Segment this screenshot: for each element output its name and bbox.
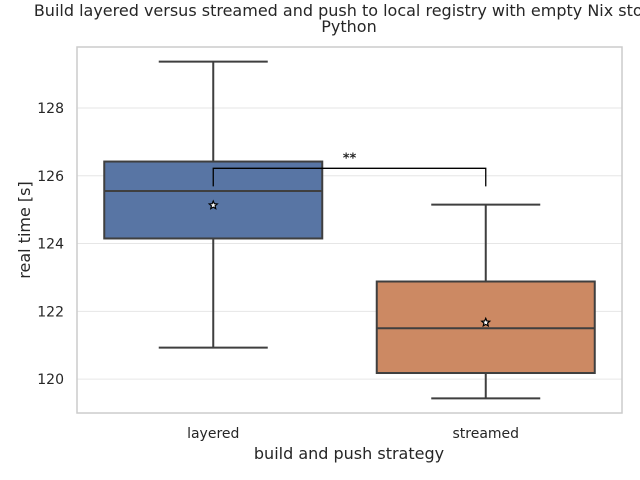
significance-label: ** (343, 151, 357, 166)
chart-subtitle: Python (321, 17, 376, 36)
boxes (103, 60, 596, 400)
x-tick-label: streamed (452, 426, 519, 442)
box-iqr (375, 280, 596, 375)
y-tick-label: 124 (37, 237, 64, 253)
y-axis-label: real time [s] (15, 181, 34, 278)
x-axis-ticks: layered streamed (187, 426, 519, 442)
y-tick-label: 122 (37, 304, 64, 320)
x-tick-label: layered (187, 426, 239, 442)
y-tick-label: 128 (37, 101, 64, 117)
x-axis-label: build and push strategy (254, 444, 444, 463)
y-axis-ticks: 120 122 124 126 128 (37, 101, 64, 388)
gridlines (77, 107, 622, 380)
significance-bracket (212, 167, 487, 187)
mean-marker (207, 199, 219, 210)
plot-frame (76, 46, 623, 414)
y-tick-label: 120 (37, 372, 64, 388)
chart-title: Build layered versus streamed and push t… (34, 1, 640, 20)
box-layered (103, 60, 324, 349)
y-tick-label: 126 (37, 169, 64, 185)
significance-annotation: ** (212, 151, 487, 187)
box-streamed (375, 203, 596, 400)
mean-marker (480, 316, 492, 328)
